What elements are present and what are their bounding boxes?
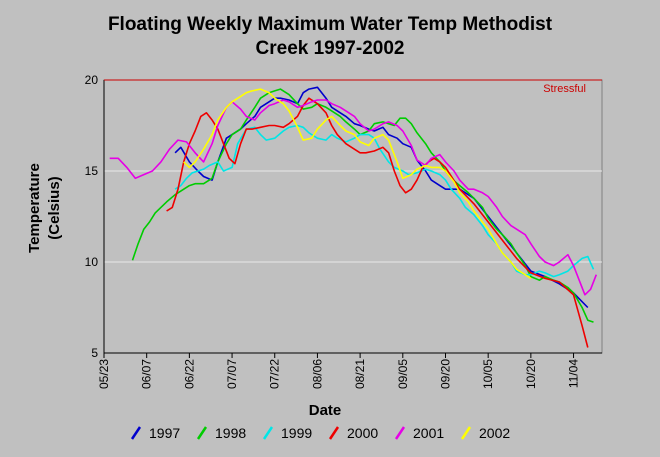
- y-tick-label-5: 5: [91, 346, 98, 360]
- x-tick-label-08/06: 08/06: [310, 359, 324, 389]
- legend-swatch-2000: [328, 426, 340, 440]
- y-tick-label-20: 20: [85, 73, 99, 87]
- legend-label-1997: 1997: [149, 425, 180, 441]
- x-tick-label-09/20: 09/20: [438, 359, 452, 389]
- y-tick-label-10: 10: [85, 255, 99, 269]
- legend-swatch-1997: [130, 426, 142, 440]
- series-line-1998: [131, 88, 594, 323]
- legend-swatch-1998: [196, 426, 208, 440]
- legend-label-1998: 1998: [215, 425, 246, 441]
- stressful-threshold-label: Stressful: [543, 83, 586, 95]
- plot-area: [103, 79, 603, 354]
- x-tick-label-07/22: 07/22: [268, 359, 282, 389]
- series-line-2000: [166, 97, 589, 348]
- chart-title-line-1: Floating Weekly Maximum Water Temp Metho…: [107, 14, 553, 35]
- x-tick-label-07/07: 07/07: [225, 359, 239, 389]
- x-tick-label-09/05: 09/05: [396, 359, 410, 389]
- legend-swatch-1999: [262, 426, 274, 440]
- x-tick-label-10/05: 10/05: [481, 359, 495, 389]
- series-line-2001: [109, 99, 598, 296]
- x-tick-label-10/20: 10/20: [524, 359, 538, 389]
- x-tick-label-11/04: 11/04: [567, 359, 581, 388]
- legend-label-1999: 1999: [281, 425, 312, 441]
- x-axis-label: Date: [308, 402, 342, 419]
- legend-label-2001: 2001: [413, 425, 444, 441]
- legend-label-2000: 2000: [347, 425, 378, 441]
- legend-swatch-2002: [460, 426, 472, 440]
- legend-swatch-2001: [394, 426, 406, 440]
- series-line-2002: [183, 88, 532, 280]
- chart-title-line-2: Creek 1997-2002: [255, 38, 405, 59]
- y-tick-label-15: 15: [85, 164, 99, 178]
- legend-label-2002: 2002: [479, 425, 510, 441]
- x-tick-label-05/23: 05/23: [97, 359, 111, 389]
- x-tick-label-06/07: 06/07: [140, 359, 154, 389]
- x-tick-label-06/22: 06/22: [182, 359, 196, 389]
- x-tick-label-08/21: 08/21: [353, 359, 367, 389]
